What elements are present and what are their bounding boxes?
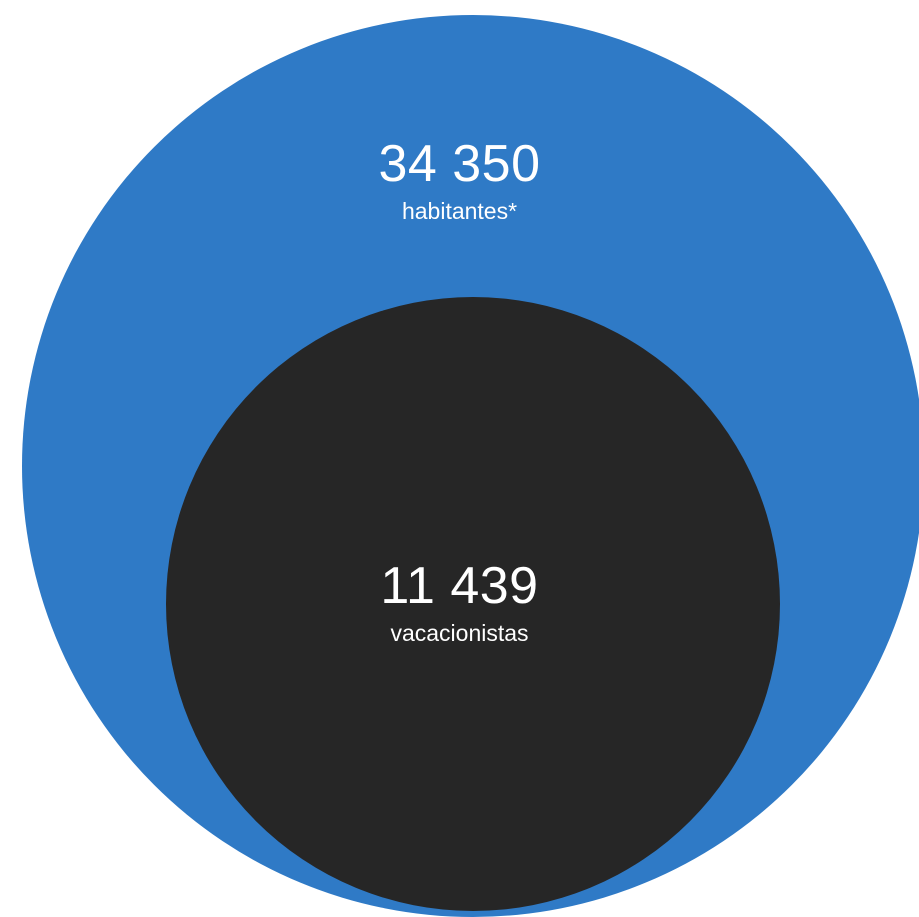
habitantes-value: 34 350 [378, 135, 541, 193]
vacacionistas-value: 11 439 [380, 557, 539, 615]
habitantes-caption: habitantes* [401, 198, 518, 224]
vacacionistas-label: 11 439 vacacionistas [0, 555, 919, 647]
vacacionistas-circle [166, 297, 780, 911]
habitantes-label: 34 350 habitantes* [0, 133, 919, 225]
vacacionistas-caption: vacacionistas [390, 620, 529, 646]
